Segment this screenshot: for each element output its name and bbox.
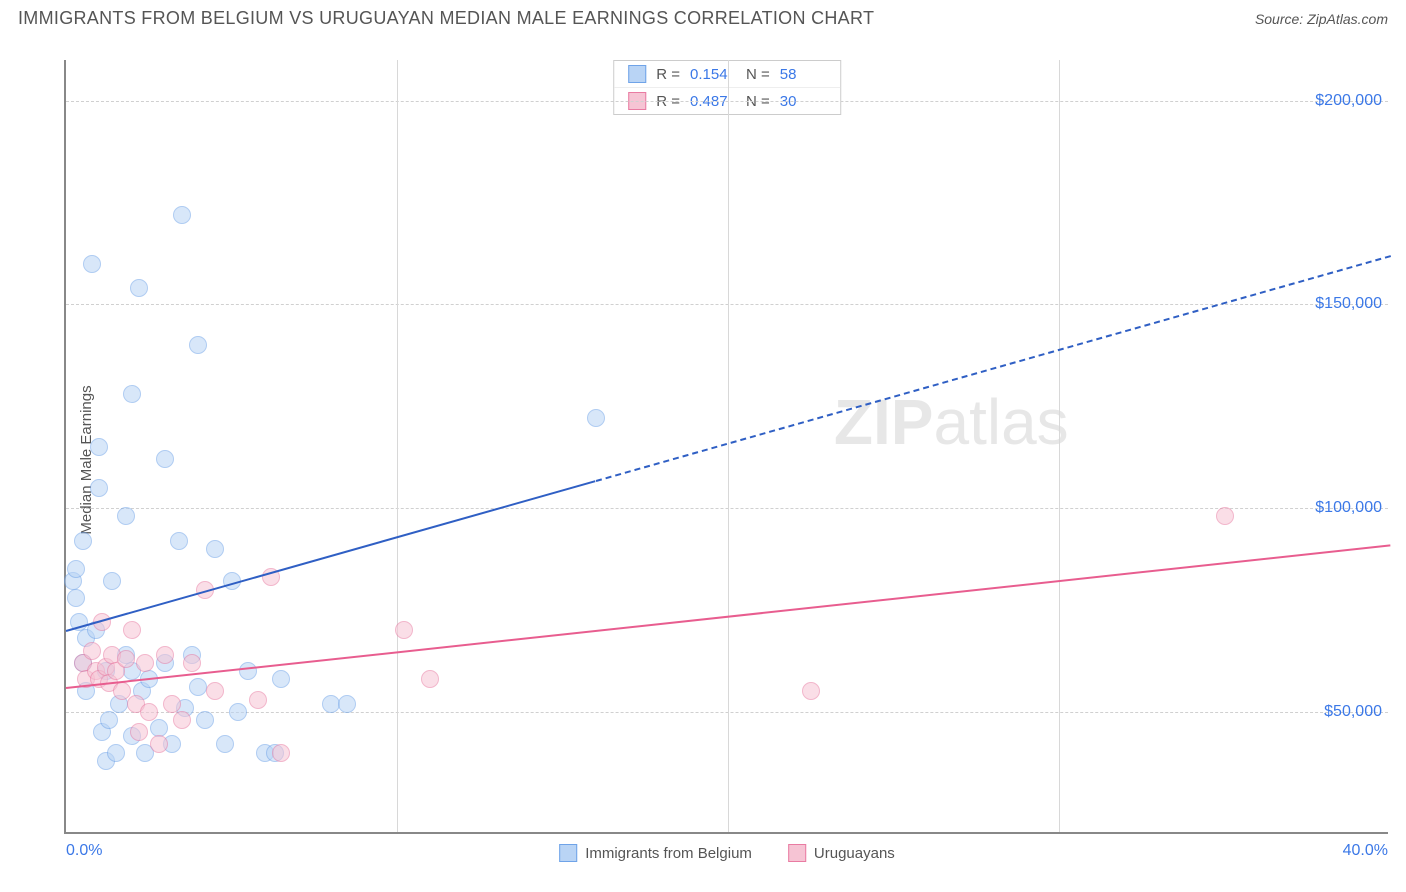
gridline-h <box>66 508 1388 509</box>
data-point <box>117 507 135 525</box>
data-point <box>150 735 168 753</box>
data-point <box>189 678 207 696</box>
gridline-h <box>66 101 1388 102</box>
swatch-icon <box>628 65 646 83</box>
watermark: ZIPatlas <box>834 385 1069 459</box>
data-point <box>173 711 191 729</box>
data-point <box>802 682 820 700</box>
data-point <box>90 438 108 456</box>
data-point <box>395 621 413 639</box>
data-point <box>130 279 148 297</box>
stat-n-value: 58 <box>780 66 826 83</box>
data-point <box>338 695 356 713</box>
chart-container: Median Male Earnings R = 0.154 N = 58 R … <box>18 40 1388 880</box>
gridline-v <box>397 60 398 832</box>
legend-label: Immigrants from Belgium <box>585 845 752 862</box>
source-label: Source: ZipAtlas.com <box>1255 11 1388 27</box>
stats-row: R = 0.154 N = 58 <box>614 61 840 87</box>
data-point <box>272 744 290 762</box>
x-tick-label: 0.0% <box>66 842 102 860</box>
stats-legend: R = 0.154 N = 58 R = 0.487 N = 30 <box>613 60 841 115</box>
data-point <box>100 711 118 729</box>
data-point <box>67 560 85 578</box>
data-point <box>156 646 174 664</box>
gridline-v <box>728 60 729 832</box>
data-point <box>206 540 224 558</box>
data-point <box>83 642 101 660</box>
trend-line <box>595 256 1390 483</box>
x-tick-label: 40.0% <box>1343 842 1388 860</box>
y-tick-label: $150,000 <box>1315 295 1382 313</box>
gridline-v <box>1059 60 1060 832</box>
stat-r-value: 0.154 <box>690 66 736 83</box>
data-point <box>216 735 234 753</box>
data-point <box>103 572 121 590</box>
data-point <box>239 662 257 680</box>
plot-area: R = 0.154 N = 58 R = 0.487 N = 30 ZIPatl… <box>64 60 1388 834</box>
data-point <box>123 621 141 639</box>
y-tick-label: $200,000 <box>1315 92 1382 110</box>
data-point <box>67 589 85 607</box>
data-point <box>156 450 174 468</box>
data-point <box>173 206 191 224</box>
data-point <box>107 744 125 762</box>
data-point <box>189 336 207 354</box>
data-point <box>150 719 168 737</box>
data-point <box>170 532 188 550</box>
y-tick-label: $100,000 <box>1315 499 1382 517</box>
swatch-icon <box>788 844 806 862</box>
legend-label: Uruguayans <box>814 845 895 862</box>
data-point <box>90 479 108 497</box>
data-point <box>421 670 439 688</box>
data-point <box>206 682 224 700</box>
chart-title: IMMIGRANTS FROM BELGIUM VS URUGUAYAN MED… <box>18 8 874 29</box>
data-point <box>587 409 605 427</box>
data-point <box>74 532 92 550</box>
data-point <box>249 691 267 709</box>
gridline-h <box>66 304 1388 305</box>
stat-n-label: N = <box>746 66 770 83</box>
data-point <box>83 255 101 273</box>
data-point <box>229 703 247 721</box>
legend-item: Uruguayans <box>788 844 895 862</box>
data-point <box>183 654 201 672</box>
data-point <box>272 670 290 688</box>
swatch-icon <box>559 844 577 862</box>
data-point <box>1216 507 1234 525</box>
data-point <box>196 711 214 729</box>
data-point <box>136 654 154 672</box>
legend-item: Immigrants from Belgium <box>559 844 752 862</box>
data-point <box>123 385 141 403</box>
data-point <box>322 695 340 713</box>
trend-line <box>66 480 596 632</box>
legend: Immigrants from Belgium Uruguayans <box>559 844 895 862</box>
y-tick-label: $50,000 <box>1324 703 1382 721</box>
stat-r-label: R = <box>656 66 680 83</box>
data-point <box>130 723 148 741</box>
gridline-h <box>66 712 1388 713</box>
data-point <box>140 703 158 721</box>
data-point <box>117 650 135 668</box>
data-point <box>163 695 181 713</box>
